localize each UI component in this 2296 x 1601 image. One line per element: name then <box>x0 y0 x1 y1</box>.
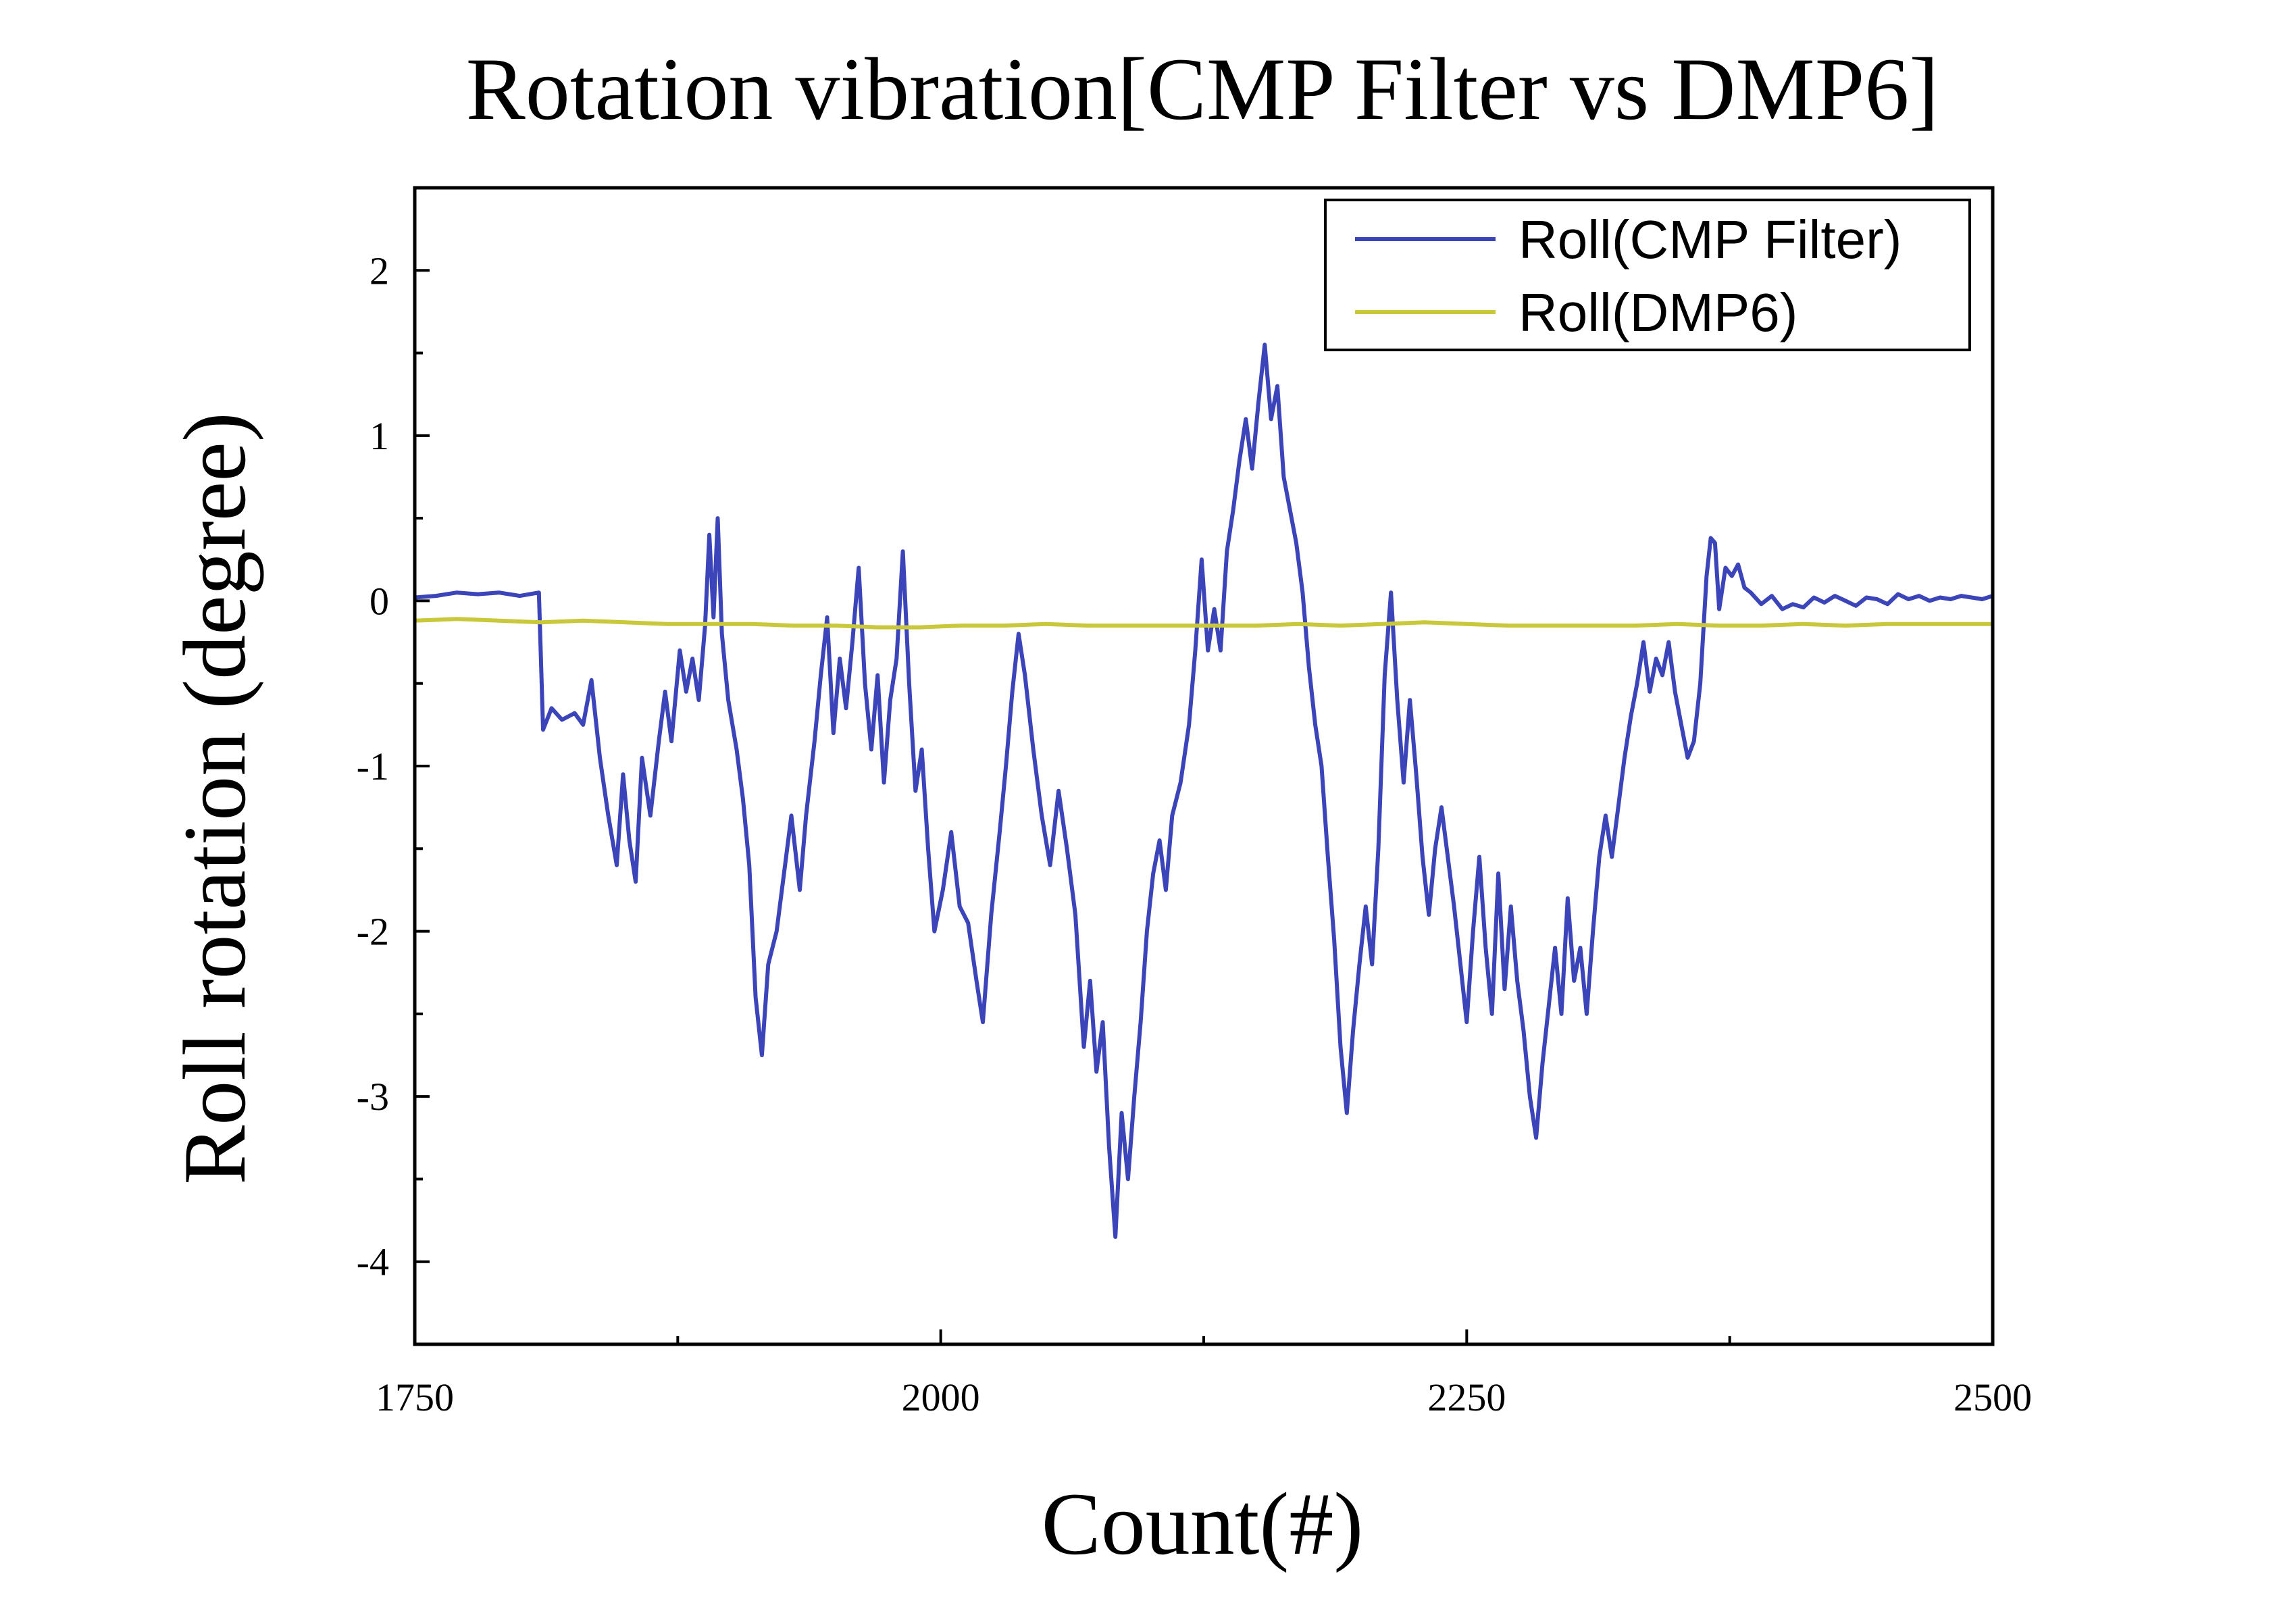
x-tick-label: 1750 <box>376 1375 454 1419</box>
legend: Roll(CMP Filter) Roll(DMP6) <box>1324 199 1971 351</box>
legend-label-2: Roll(DMP6) <box>1519 282 1797 342</box>
series-line-1 <box>415 342 1993 1239</box>
plot-frame <box>413 186 1995 1346</box>
axis-ticks: 1750 2000 2250 2500 2 1 0 -1 -2 -3 -4 <box>357 186 2032 1419</box>
legend-box <box>1324 199 1971 351</box>
series-lines <box>415 342 1993 1239</box>
legend-label-1: Roll(CMP Filter) <box>1519 209 1902 270</box>
x-axis-label: Count(#) <box>1042 1474 1364 1573</box>
plot-area: 1750 2000 2250 2500 2 1 0 -1 -2 -3 -4 <box>357 186 2032 1419</box>
y-tick-label: 2 <box>369 249 389 293</box>
y-tick-label: -1 <box>357 744 389 788</box>
y-axis-label: Roll rotation (degree) <box>165 412 264 1185</box>
y-tick-label: 1 <box>369 414 389 458</box>
x-tick-label: 2500 <box>1954 1375 2032 1419</box>
series-line-2 <box>415 617 1993 630</box>
y-tick-label: -2 <box>357 910 389 954</box>
y-tick-label: -4 <box>357 1240 389 1284</box>
y-tick-label: -3 <box>357 1075 389 1119</box>
x-tick-label: 2000 <box>902 1375 980 1419</box>
x-tick-label: 2250 <box>1427 1375 1506 1419</box>
chart-title: Rotation vibration[CMP Filter vs DMP6] <box>466 39 1939 138</box>
y-tick-label: 0 <box>369 579 389 623</box>
